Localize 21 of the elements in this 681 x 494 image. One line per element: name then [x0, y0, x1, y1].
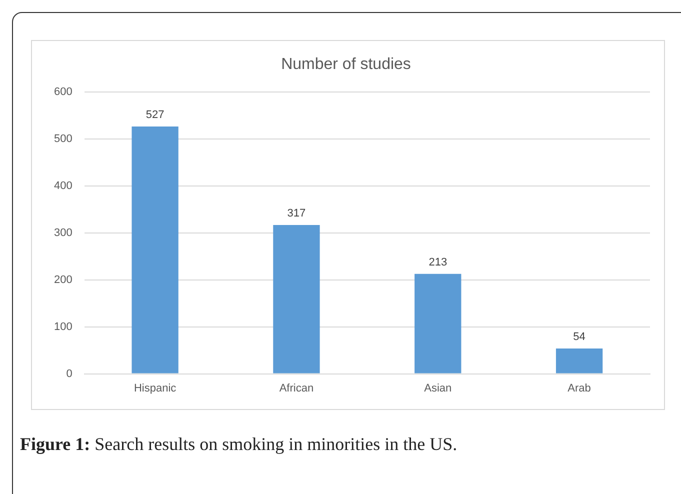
chart-title: Number of studies: [281, 56, 411, 74]
data-label: 213: [428, 256, 448, 268]
y-tick-label: 200: [54, 274, 72, 286]
bar: [414, 274, 462, 374]
y-tick-label: 600: [54, 86, 72, 98]
caption: Figure 1: Search results on smoking in minorities in the US.: [20, 434, 458, 455]
x-tick-label: Arab: [568, 382, 591, 394]
y-tick-label: 400: [54, 180, 72, 192]
bar: [273, 225, 320, 374]
data-label: 527: [146, 108, 164, 121]
bar: [132, 126, 178, 374]
y-tick-label: 0: [66, 368, 72, 380]
y-tick-label: 100: [54, 320, 72, 333]
x-tick-label: Asian: [424, 382, 452, 394]
x-tick-label: African: [279, 382, 314, 394]
data-label: 317: [287, 208, 306, 220]
x-tick-label: Hispanic: [134, 382, 177, 394]
data-label: 54: [573, 330, 586, 343]
y-tick-label: 500: [54, 133, 72, 146]
bar: [556, 348, 603, 374]
y-tick-label: 300: [54, 227, 72, 240]
